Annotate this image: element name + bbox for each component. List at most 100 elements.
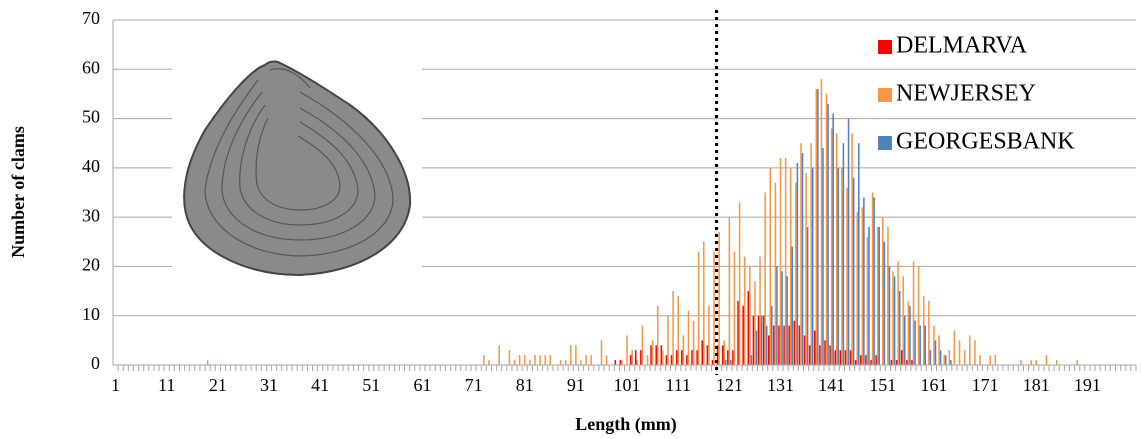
bar [857,143,860,365]
bar [892,271,894,365]
bar [773,325,775,365]
bar [1045,355,1048,365]
bar [904,315,906,365]
clam-illustration [172,55,422,280]
bar [732,350,734,365]
bar [697,251,700,365]
bar [752,315,755,365]
bar [827,103,829,366]
bar [922,296,925,365]
bar [781,271,783,365]
bar [651,340,654,365]
bar [909,305,911,365]
bar [814,330,816,365]
bar [1076,360,1078,365]
bar [767,335,770,365]
bar [887,227,889,365]
bar [825,93,828,365]
bar [1055,360,1058,365]
bar [832,113,834,366]
y-tick-label: 40 [82,156,100,176]
bar [994,355,997,365]
bar [730,360,732,365]
legend-swatch [878,136,892,150]
bar [861,207,864,365]
bar [703,241,705,365]
bar [912,261,915,365]
bar [919,325,921,365]
bar [570,345,572,365]
bar [798,325,801,365]
bar [898,291,901,365]
bar [933,325,935,365]
bar [911,360,913,365]
x-tick-label: 151 [869,375,896,395]
bar [738,202,741,365]
bar [534,355,536,365]
bar [791,246,794,365]
bar [928,300,930,365]
x-tick-label: 101 [614,375,641,395]
bar [539,355,541,365]
bar [844,350,847,365]
bar [764,192,766,365]
bar [723,340,726,365]
bar [641,325,644,365]
bar [824,340,826,365]
bar [706,345,709,365]
bar [854,360,857,365]
bars [206,79,1078,366]
bar [865,355,867,365]
bar [575,345,577,365]
bar [779,158,782,365]
bar [725,360,727,365]
bar [897,261,899,365]
bar [870,360,872,365]
bar [851,133,853,365]
bar [646,355,649,365]
legend: DELMARVA NEWJERSEY GEORGESBANK [878,33,1075,155]
bar [605,355,608,365]
bar [711,360,714,365]
bar [1035,360,1038,365]
bar [488,360,490,365]
bar [650,345,652,365]
x-tick-label: 1 [111,375,120,395]
bar [819,345,821,365]
bar [681,350,683,365]
bar [629,355,632,365]
x-tick-label: 141 [818,375,845,395]
bar [774,182,777,365]
x-tick-label: 51 [362,375,380,395]
bar [953,330,956,365]
bar [655,345,657,365]
bar [801,153,804,365]
bar [817,89,819,365]
bar [784,158,787,365]
bar [755,330,758,365]
bar [749,266,751,365]
bar [713,251,715,365]
bar [760,315,763,365]
bar [529,360,531,365]
bar [883,241,886,365]
legend-label: NEWJERSEY [896,81,1036,107]
bar [634,350,637,365]
x-tick-label: 71 [465,375,483,395]
bar [860,355,862,365]
bar [805,172,807,365]
y-tick-label: 10 [82,304,100,324]
bar [682,335,685,365]
bar [590,355,593,365]
bar [727,350,729,365]
bar [662,350,664,365]
bar [803,335,806,365]
bar [640,350,642,365]
bar [829,345,831,365]
bar [906,360,908,365]
bar [890,360,893,365]
x-tick-label: 191 [1074,375,1101,395]
bar [737,300,739,365]
x-tick-label: 21 [209,375,227,395]
